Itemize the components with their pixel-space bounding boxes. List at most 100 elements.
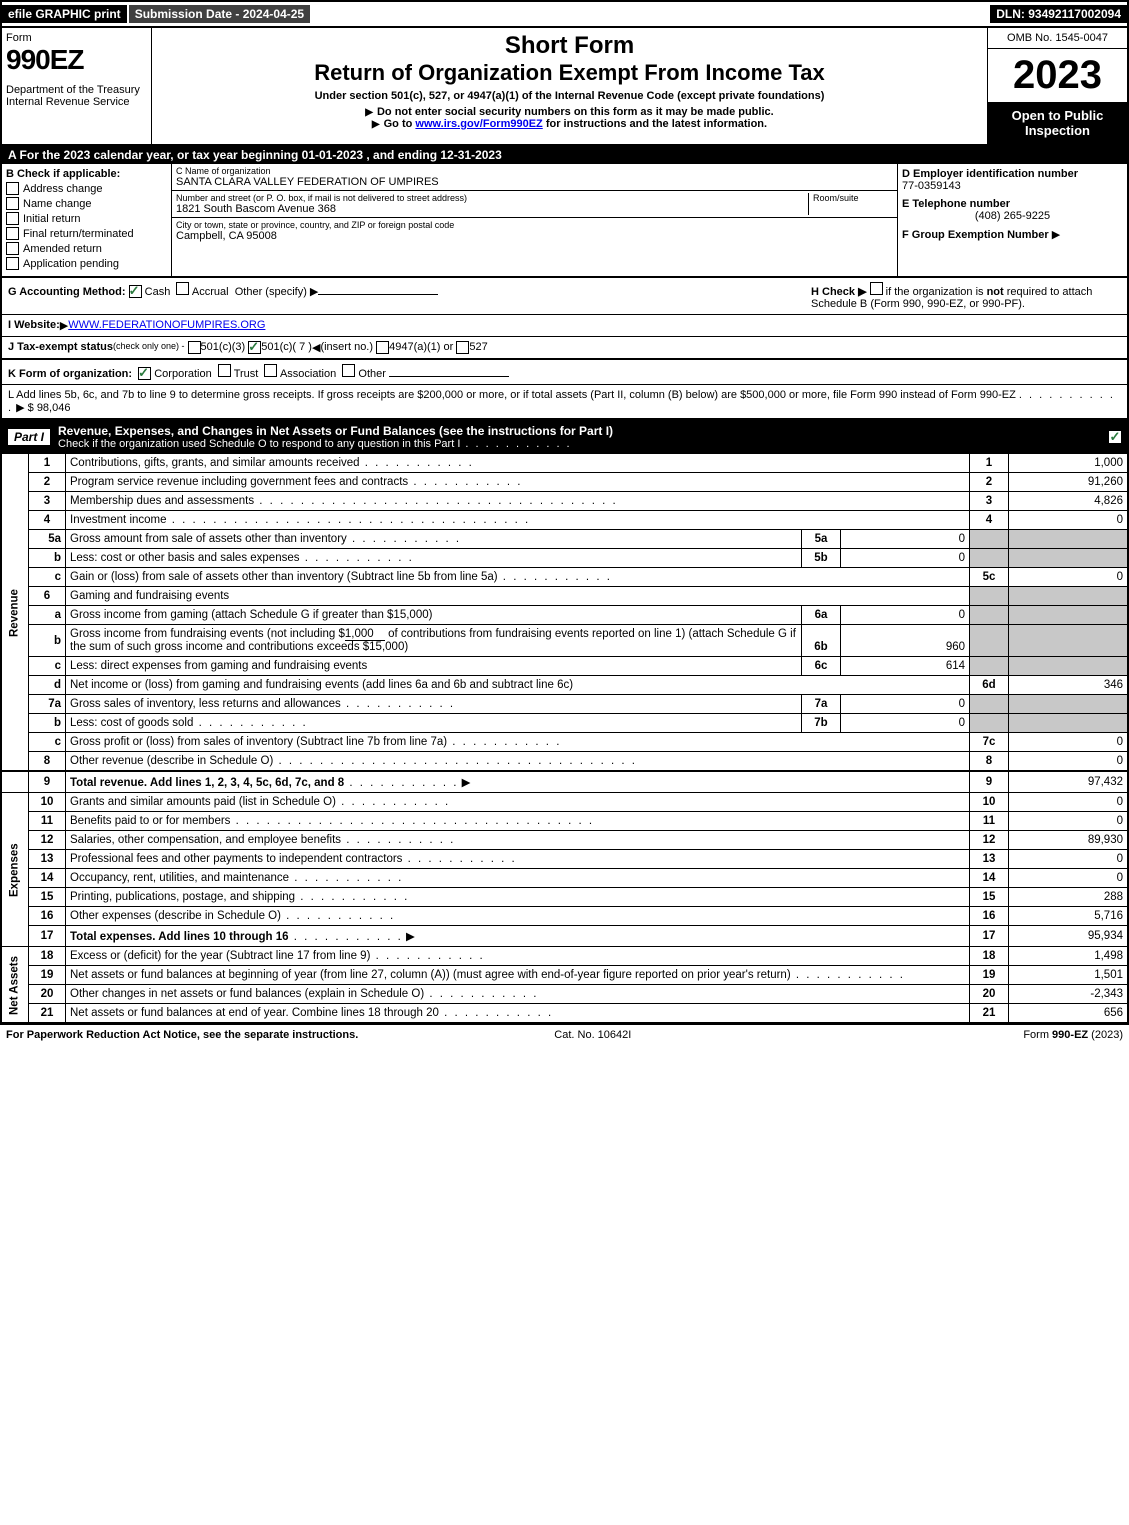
k-label: K Form of organization: (8, 368, 132, 380)
j-label: J Tax-exempt status (8, 341, 113, 354)
row-l: L Add lines 5b, 6c, and 7b to line 9 to … (0, 385, 1129, 420)
check-initial-label: Initial return (23, 213, 80, 225)
other-input[interactable] (318, 294, 438, 295)
other-label: Other (specify) (235, 286, 307, 298)
l6-num: 6 (29, 587, 66, 606)
l2-desc: Program service revenue including govern… (70, 476, 408, 488)
k-o2-label: Trust (234, 368, 259, 380)
l19-desc: Net assets or fund balances at beginning… (70, 969, 791, 981)
l3-tv: 4,826 (1009, 492, 1129, 511)
line-2: 2 Program service revenue including gove… (1, 473, 1128, 492)
phone-value: (408) 265-9225 (902, 210, 1123, 222)
check-final-return[interactable]: Final return/terminated (6, 227, 167, 240)
l6-desc: Gaming and fundraising events (66, 587, 970, 606)
street-value: 1821 South Bascom Avenue 368 (176, 203, 808, 215)
city-label: City or town, state or province, country… (176, 220, 893, 230)
l6b-num: b (29, 625, 66, 657)
org-name: SANTA CLARA VALLEY FEDERATION OF UMPIRES (176, 176, 893, 188)
ein-label: D Employer identification number (902, 168, 1123, 180)
other-org-input[interactable] (389, 376, 509, 377)
check-accrual[interactable] (176, 282, 189, 295)
check-527[interactable] (456, 341, 469, 354)
line-16: 16 Other expenses (describe in Schedule … (1, 907, 1128, 926)
check-amended-return[interactable]: Amended return (6, 242, 167, 255)
room-label: Room/suite (813, 193, 893, 203)
part-i-label: Part I (8, 429, 50, 445)
l7a-sn: 7a (802, 695, 841, 714)
street-label: Number and street (or P. O. box, if mail… (176, 193, 808, 203)
l4-tv: 0 (1009, 511, 1129, 530)
line-6: 6 Gaming and fundraising events (1, 587, 1128, 606)
check-address-label: Address change (23, 183, 103, 195)
row-k: K Form of organization: Corporation Trus… (0, 360, 1129, 385)
part-i-titles: Revenue, Expenses, and Changes in Net As… (58, 424, 613, 450)
l7a-num: 7a (29, 695, 66, 714)
main-title: Return of Organization Exempt From Incom… (156, 60, 983, 86)
l14-tn: 14 (970, 869, 1009, 888)
check-trust[interactable] (218, 364, 231, 377)
part-i-sub: Check if the organization used Schedule … (58, 438, 613, 450)
department-label: Department of the Treasury Internal Reve… (6, 84, 147, 108)
l7a-desc: Gross sales of inventory, less returns a… (70, 698, 341, 710)
l7b-desc: Less: cost of goods sold (70, 717, 193, 729)
l6a-grey2 (1009, 606, 1129, 625)
l6c-grey1 (970, 657, 1009, 676)
check-initial-return[interactable]: Initial return (6, 212, 167, 225)
part-i-header: Part I Revenue, Expenses, and Changes in… (0, 420, 1129, 454)
check-address-change[interactable]: Address change (6, 182, 167, 195)
irs-link[interactable]: www.irs.gov/Form990EZ (415, 118, 542, 130)
check-501c[interactable] (248, 341, 261, 354)
l16-desc: Other expenses (describe in Schedule O) (70, 910, 281, 922)
efile-print-label[interactable]: efile GRAPHIC print (2, 5, 127, 23)
section-a-tax-year: A For the 2023 calendar year, or tax yea… (0, 146, 1129, 164)
org-name-label: C Name of organization (176, 166, 893, 176)
line-11: 11 Benefits paid to or for members 11 0 (1, 812, 1128, 831)
line-3: 3 Membership dues and assessments 3 4,82… (1, 492, 1128, 511)
l6-grey1 (970, 587, 1009, 606)
l20-tn: 20 (970, 985, 1009, 1004)
header-right: OMB No. 1545-0047 2023 Open to Public In… (987, 28, 1127, 144)
check-h[interactable] (870, 282, 883, 295)
l6a-sv: 0 (841, 606, 970, 625)
l16-tv: 5,716 (1009, 907, 1129, 926)
check-501c3[interactable] (188, 341, 201, 354)
check-name-change[interactable]: Name change (6, 197, 167, 210)
i-label: I Website: (8, 319, 60, 332)
check-cash[interactable] (129, 285, 142, 298)
l7b-sv: 0 (841, 714, 970, 733)
l6c-grey2 (1009, 657, 1129, 676)
l6a-desc: Gross income from gaming (attach Schedul… (70, 609, 432, 621)
line-5b: b Less: cost or other basis and sales ex… (1, 549, 1128, 568)
part-i-check[interactable] (1109, 431, 1121, 443)
open-inspection: Open to Public Inspection (988, 102, 1127, 144)
check-other-org[interactable] (342, 364, 355, 377)
check-association[interactable] (264, 364, 277, 377)
o3-label: 4947(a)(1) or (389, 341, 453, 354)
l7a-grey2 (1009, 695, 1129, 714)
check-application-pending[interactable]: Application pending (6, 257, 167, 270)
l5a-grey2 (1009, 530, 1129, 549)
submission-date: Submission Date - 2024-04-25 (127, 5, 312, 23)
check-corporation[interactable] (138, 367, 151, 380)
o2post-label: (insert no.) (320, 341, 373, 354)
website-link[interactable]: WWW.FEDERATIONOFUMPIRES.ORG (68, 319, 265, 332)
h-not: not (987, 286, 1004, 298)
l9-vert-gap (1, 771, 29, 793)
col-c-org-info: C Name of organization SANTA CLARA VALLE… (172, 164, 897, 276)
l6b-grey2 (1009, 625, 1129, 657)
o1-label: 501(c)(3) (201, 341, 246, 354)
group-label: F Group Exemption Number (902, 229, 1049, 241)
l10-num: 10 (29, 793, 66, 812)
line-20: 20 Other changes in net assets or fund b… (1, 985, 1128, 1004)
l19-num: 19 (29, 966, 66, 985)
l6c-sn: 6c (802, 657, 841, 676)
col-b-title: B Check if applicable: (6, 168, 167, 180)
check-4947[interactable] (376, 341, 389, 354)
l3-desc: Membership dues and assessments (70, 495, 254, 507)
l21-tn: 21 (970, 1004, 1009, 1023)
l6c-num: c (29, 657, 66, 676)
l6d-num: d (29, 676, 66, 695)
l9-tv: 97,432 (1009, 771, 1129, 793)
row-j: J Tax-exempt status (check only one) - 5… (0, 337, 1129, 360)
l19-tn: 19 (970, 966, 1009, 985)
